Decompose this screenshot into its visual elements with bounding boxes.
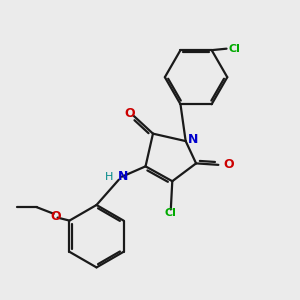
Text: H: H [105, 172, 114, 182]
Text: Cl: Cl [165, 208, 177, 218]
Text: N: N [118, 170, 128, 183]
Text: O: O [224, 158, 234, 171]
Text: N: N [188, 133, 198, 146]
Text: O: O [125, 107, 135, 120]
Text: O: O [51, 210, 62, 223]
Text: Cl: Cl [229, 44, 241, 54]
